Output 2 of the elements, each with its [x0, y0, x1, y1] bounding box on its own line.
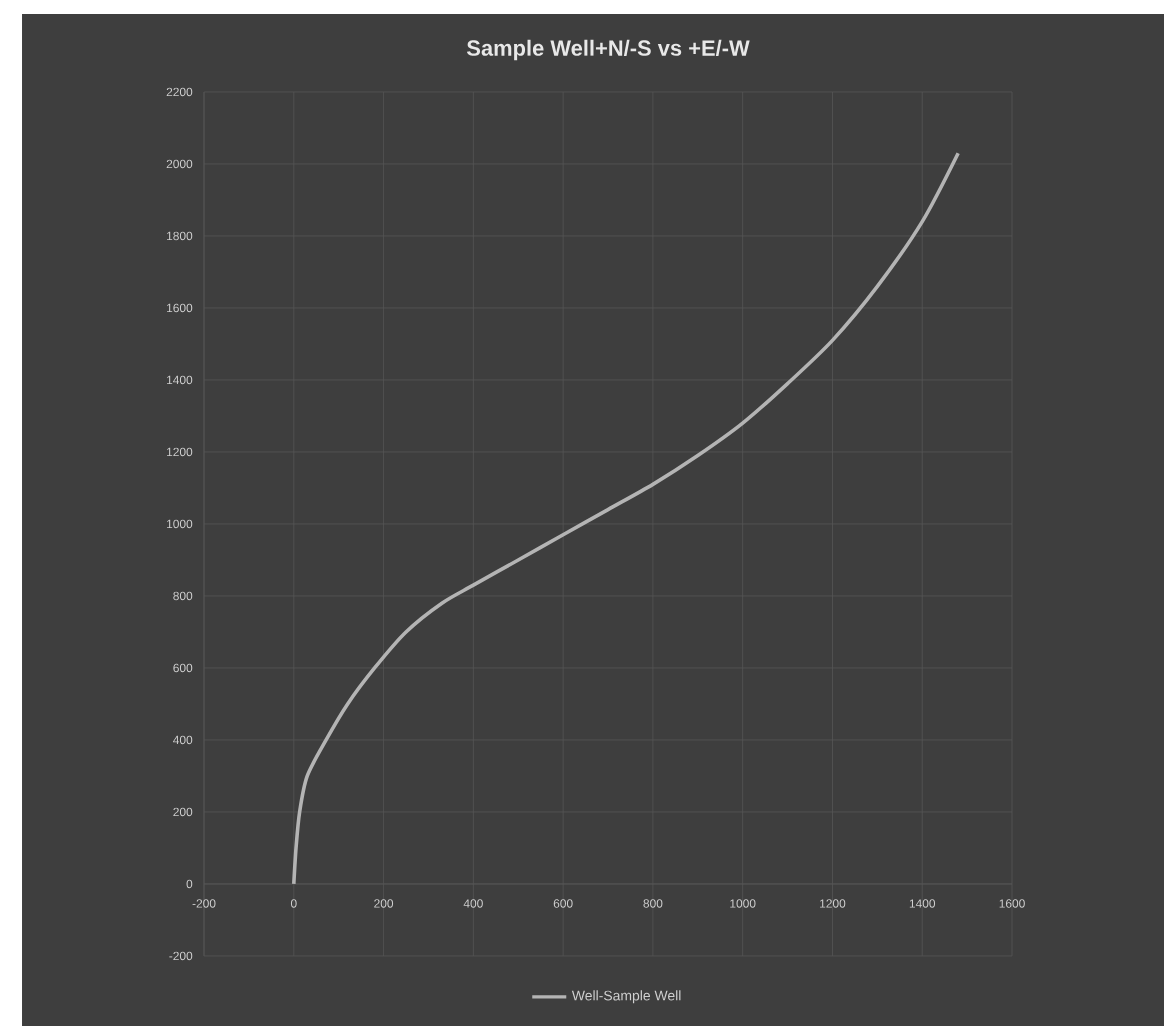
line-series: [291, 151, 960, 886]
chart-title: Sample Well+N/-S vs +E/-W: [466, 39, 750, 61]
